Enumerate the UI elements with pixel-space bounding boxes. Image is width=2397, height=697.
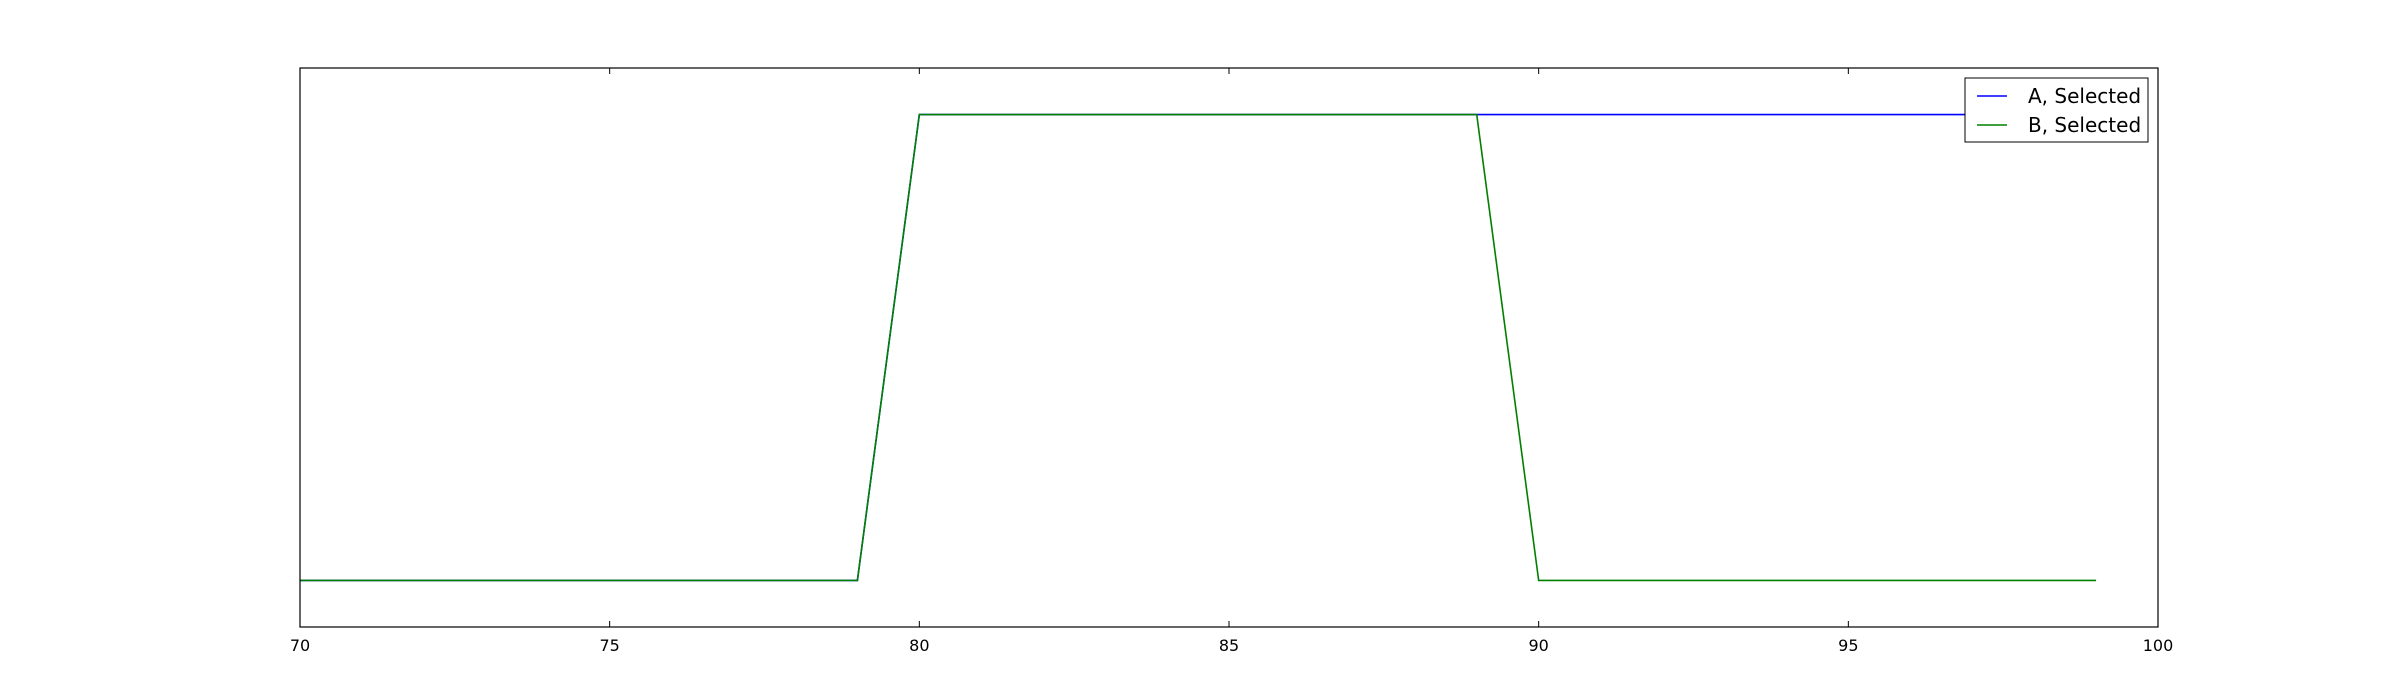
plot-area bbox=[300, 68, 2158, 627]
series-layer bbox=[300, 113, 2097, 582]
x-tick-label: 90 bbox=[1528, 636, 1548, 655]
legend-label: B, Selected bbox=[2028, 113, 2141, 137]
x-tick-label: 100 bbox=[2143, 636, 2174, 655]
x-tick-label: 75 bbox=[599, 636, 619, 655]
legend-label: A, Selected bbox=[2028, 84, 2141, 108]
x-tick-label: 80 bbox=[909, 636, 929, 655]
x-axis-ticks: 70 75 80 85 90 95 100 bbox=[290, 68, 2173, 655]
plot-frame bbox=[299, 67, 2159, 628]
series-line-2 bbox=[300, 113, 2097, 582]
legend-box bbox=[1964, 77, 2149, 143]
legend: A, Selected B, Selected bbox=[1964, 77, 2149, 143]
x-tick-label: 95 bbox=[1838, 636, 1858, 655]
x-tick-label: 85 bbox=[1219, 636, 1239, 655]
x-tick-label: 70 bbox=[290, 636, 310, 655]
